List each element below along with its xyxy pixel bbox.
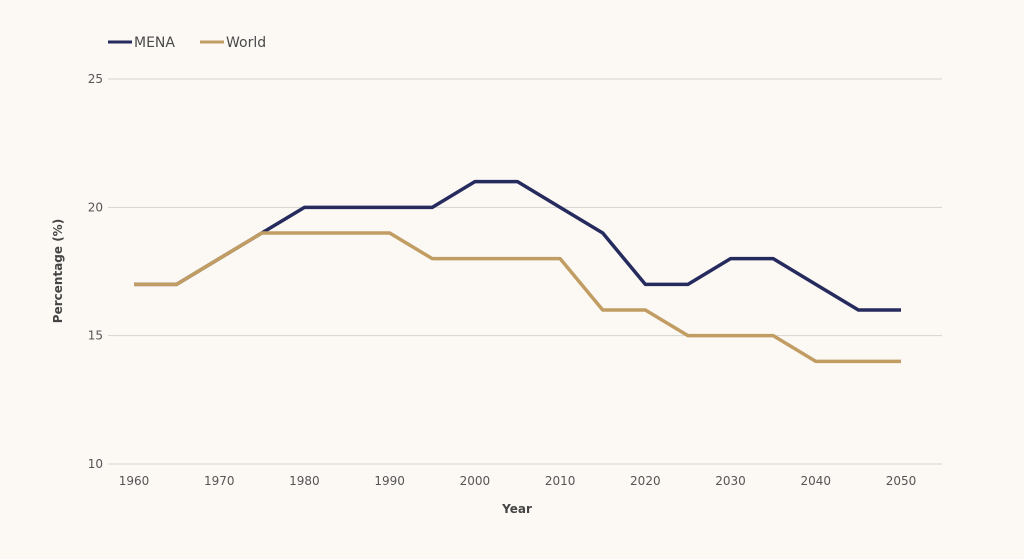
- x-tick-label: 2000: [460, 474, 491, 488]
- legend-label-world: World: [226, 35, 266, 51]
- x-tick-label: 1990: [374, 474, 405, 488]
- y-tick-label: 25: [88, 72, 103, 86]
- x-tick-label: 2050: [886, 474, 917, 488]
- y-axis-ticks: 10 15 20 25: [88, 72, 103, 471]
- x-tick-label: 2030: [715, 474, 746, 488]
- y-tick-label: 10: [88, 457, 103, 471]
- x-axis-title: Year: [501, 502, 532, 516]
- x-axis-ticks: 1960 1970 1980 1990 2000 2010 2020 2030 2040 2050: [119, 474, 917, 488]
- y-axis-title: Percentage (%): [51, 219, 65, 323]
- legend: MENA World: [108, 35, 266, 51]
- series-line-world: [134, 231, 901, 364]
- y-tick-label: 15: [88, 329, 103, 343]
- x-tick-label: 2040: [801, 474, 832, 488]
- y-tick-label: 20: [88, 200, 103, 214]
- series-line-mena: [134, 179, 901, 312]
- x-tick-label: 2010: [545, 474, 576, 488]
- x-tick-label: 1970: [204, 474, 235, 488]
- legend-label-mena: MENA: [134, 35, 175, 51]
- x-tick-label: 2020: [630, 474, 661, 488]
- x-tick-label: 1960: [119, 474, 150, 488]
- series-lines: [134, 179, 901, 364]
- x-tick-label: 1980: [289, 474, 320, 488]
- gridlines: [108, 78, 942, 465]
